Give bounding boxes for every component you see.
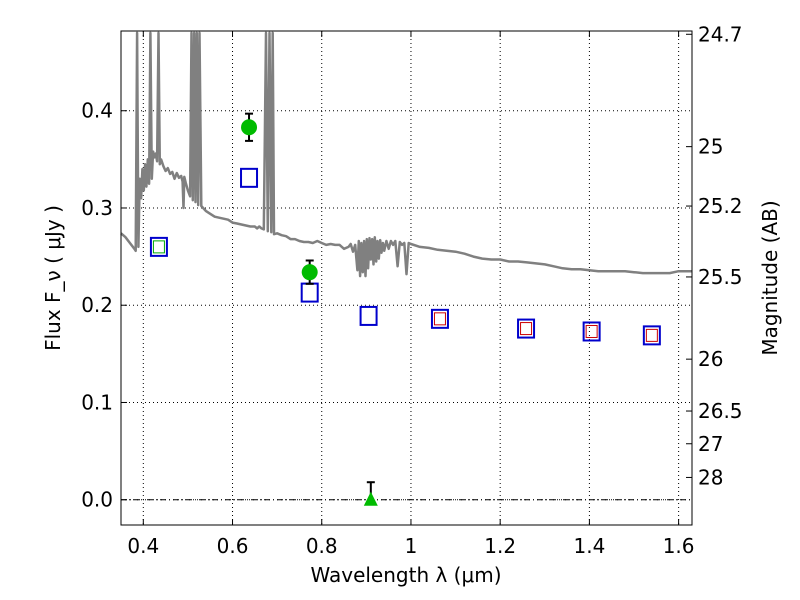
detection-point [301,264,318,281]
x-tick-label: 1.2 [484,534,516,558]
model-inner-box [433,312,446,326]
x-tick-label: 0.6 [217,534,249,558]
marks-layer [149,112,661,506]
model-inner-box [520,322,533,336]
right-tick-label: 25 [698,135,723,159]
right-tick-label: 26.5 [698,399,743,423]
x-tick-label: 1.4 [573,534,605,558]
right-tick-label: 27 [698,432,723,456]
x-tick-label: 0.4 [127,534,159,558]
x-axis-label: Wavelength λ (μm) [310,563,501,587]
model-photometry-box [582,321,601,342]
y-tick-label: 0.0 [81,488,113,512]
right-tick-label: 28 [698,465,723,489]
x-tick-label: 1 [405,534,418,558]
x-tick-label: 1.6 [663,534,695,558]
model-inner-box [585,324,598,338]
spectrum-line [120,31,692,278]
model-photometry-box [359,305,378,326]
model-inner-box [645,328,658,342]
model-photometry-box [430,308,449,329]
right-tick-label: 25.5 [698,265,743,289]
spectrum-layer [120,31,692,278]
y-tick-label: 0.4 [81,99,113,123]
model-inner-box [152,240,165,254]
y-tick-label: 0.2 [81,293,113,317]
model-photometry-box [240,167,259,188]
y-axis-label: Flux F_ν ( μJy ) [41,205,65,351]
upper-limit-triangle [363,491,378,506]
right-tick-label: 25.2 [698,194,743,218]
y-tick-label: 0.1 [81,390,113,414]
y-right-axis-label: Magnitude (AB) [758,200,782,355]
model-photometry-box [149,236,168,257]
ticks-layer: 0.4 0.6 0.8 1 1.2 1.4 1.6 0.0 0.1 0.2 0.3 0.4 24.7 25… [81,22,742,558]
model-photometry-box [517,318,536,339]
x-tick-label: 0.8 [306,534,338,558]
right-tick-label: 26 [698,347,723,371]
right-tick-label: 24.7 [698,22,743,46]
plot-frame [120,30,693,526]
detection-point [241,119,258,136]
model-photometry-box [642,325,661,346]
y-tick-label: 0.3 [81,196,113,220]
